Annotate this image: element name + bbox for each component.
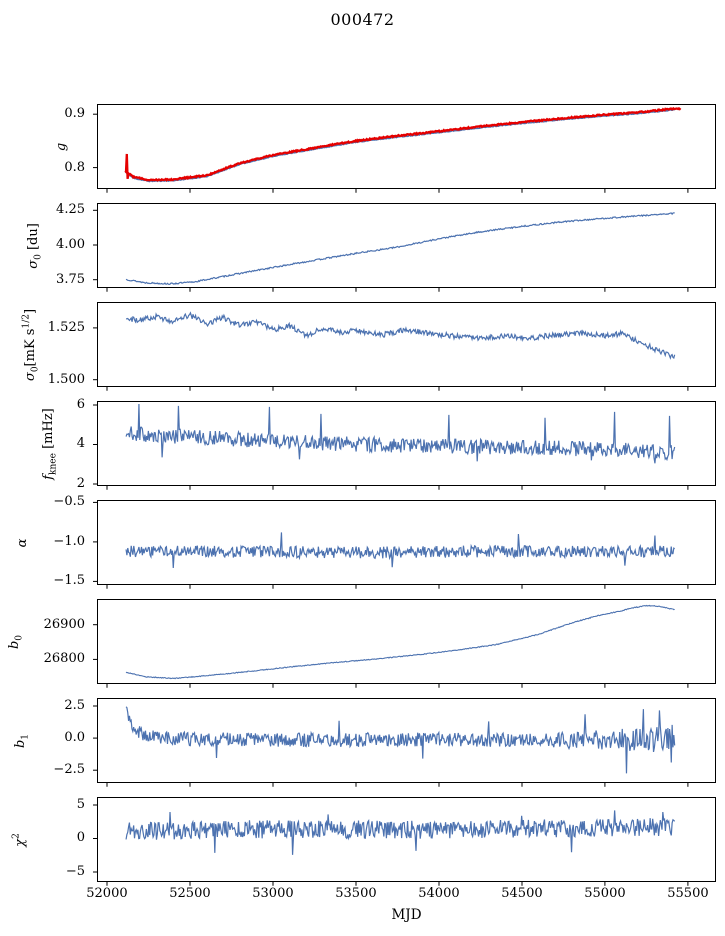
axes-border [97, 500, 716, 585]
x-tick-label: 55500 [667, 886, 709, 901]
y-tick-label: 0.0 [64, 730, 85, 746]
series-b0 [125, 604, 675, 680]
y-tick-label: 0 [76, 830, 85, 846]
series-g-fit [124, 106, 682, 182]
subplot-sigma0-mks-canvas [93, 302, 716, 391]
y-axis-label-b0: b0 [6, 634, 25, 649]
x-tick-label: 52500 [169, 886, 211, 901]
y-tick-label: 2.5 [64, 697, 85, 713]
figure-title: 000472 [330, 10, 395, 29]
subplot-alpha-canvas [93, 500, 716, 589]
y-tick-label: 26800 [43, 651, 85, 667]
x-tick-label: 53000 [252, 886, 294, 901]
series-alpha [125, 532, 676, 569]
y-tick-label: 4.00 [56, 237, 85, 252]
x-tick-label: 54000 [418, 886, 460, 901]
y-tick-label: 3.75 [56, 271, 85, 287]
y-tick-label: 26900 [43, 616, 85, 632]
subplot-b1-canvas [93, 698, 716, 787]
series-b1 [125, 706, 676, 774]
subplot-chi2-canvas [93, 797, 716, 886]
y-tick-label: −5 [65, 863, 85, 879]
series-sigma0-du [125, 212, 675, 285]
axes-border [97, 203, 716, 288]
axes-border [97, 302, 716, 387]
y-tick-label: 2 [76, 476, 85, 492]
y-tick-label: −0.5 [53, 494, 85, 510]
subplot-b0-canvas [93, 599, 716, 688]
subplot-sigma0-mks: σ0[mK s1/2] 1.525 1.500 [22, 302, 716, 391]
series-sigma0-mks [125, 311, 676, 360]
y-tick-label: 5 [76, 797, 85, 813]
y-tick-label: −2.5 [53, 762, 85, 778]
subplot-b0: b0 26900 26800 [7, 599, 716, 688]
series-chi2 [125, 810, 676, 855]
axes-border [97, 797, 716, 882]
series-g-raw [124, 108, 675, 183]
series-fknee [125, 403, 676, 464]
subplot-sigma0-du: σ0 [du] 4.25 4.00 3.75 [26, 202, 716, 292]
y-tick-label: −1.0 [53, 533, 85, 549]
y-tick-label: −1.5 [53, 573, 85, 589]
axes-border [97, 599, 716, 684]
subplot-chi2: χ2 5 0 −5 [12, 797, 716, 886]
subplot-g: g 0.9 0.8 [54, 104, 716, 193]
x-tick-label: 53500 [335, 886, 377, 901]
x-tick-label: 54500 [501, 886, 543, 901]
subplot-fknee-canvas [93, 401, 716, 490]
axes-border [97, 698, 716, 783]
y-tick-label: 0.8 [64, 159, 85, 175]
x-axis-label: MJD [391, 907, 422, 923]
x-axis-tick-labels: 52000 52500 53000 53500 54000 54500 55000 55500 [0, 886, 725, 904]
y-tick-label: 0.9 [64, 106, 85, 122]
y-axis-label-g: g [53, 142, 69, 151]
y-tick-label: 4.25 [56, 202, 85, 218]
subplot-b1: b1 2.5 0.0 −2.5 [13, 698, 716, 787]
y-tick-label: 1.525 [47, 319, 85, 335]
subplot-sigma0-du-canvas [93, 203, 716, 292]
axes-border [97, 401, 716, 486]
subplot-alpha: α −0.5 −1.0 −1.5 [15, 494, 716, 589]
y-tick-label: 6 [76, 396, 85, 412]
subplot-g-canvas [93, 104, 716, 193]
axes-border [97, 104, 716, 189]
y-tick-label: 1.500 [47, 371, 85, 387]
x-tick-label: 52000 [86, 886, 128, 901]
x-tick-label: 55000 [584, 886, 626, 901]
y-tick-label: 4 [76, 436, 85, 452]
